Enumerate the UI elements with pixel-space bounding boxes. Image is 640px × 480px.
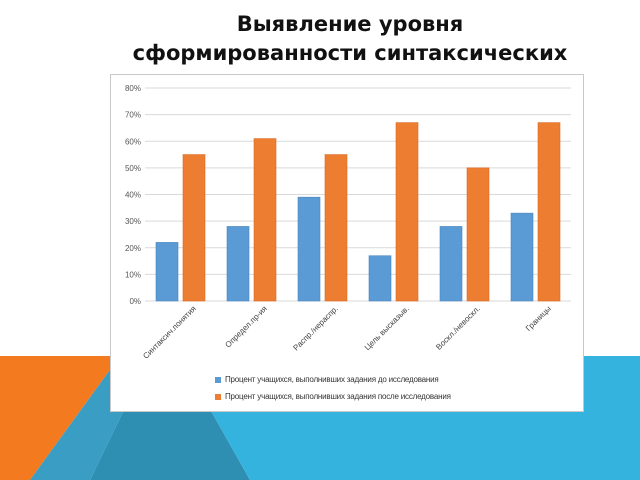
- bar-before: [297, 196, 321, 302]
- bar-after: [182, 154, 206, 302]
- legend-item-before: Процент учащихся, выполнивших задания до…: [215, 371, 451, 388]
- bar-before: [226, 226, 250, 302]
- bar-after: [466, 167, 490, 302]
- x-tick-label: Цель высказыв.: [363, 304, 411, 352]
- bar-chart: 80% 70% 60% 50% 40% 30% 20% 10% 0%Синтаксич.поня…: [125, 84, 571, 361]
- bar-after: [253, 138, 277, 302]
- x-tick-label: Воскл./невоскл.: [434, 304, 482, 352]
- slide-title: Выявление уровня сформированности синтак…: [60, 10, 640, 68]
- bar-after: [537, 122, 561, 302]
- x-tick-label: Определ.пр-ия: [223, 304, 268, 349]
- bar-after: [395, 122, 419, 302]
- y-tick-label: 30%: [125, 217, 141, 226]
- y-tick-label: 20%: [125, 244, 141, 253]
- decor-orange-shape: [0, 356, 120, 480]
- decor-teal-shape: [90, 356, 250, 480]
- y-tick-label: 60%: [125, 137, 141, 146]
- legend-swatch-before: [215, 376, 221, 383]
- x-tick-label: Границы: [524, 304, 553, 333]
- chart-legend: Процент учащихся, выполнивших задания до…: [215, 371, 451, 405]
- legend-label-after: Процент учащихся, выполнивших задания по…: [225, 392, 451, 401]
- slide-title-line1: Выявление уровня: [236, 12, 464, 36]
- chart-container: 80% 70% 60% 50% 40% 30% 20% 10% 0% Синтаксич.поня…: [110, 74, 584, 412]
- bar-before: [155, 242, 179, 302]
- y-tick-label: 70%: [125, 111, 141, 120]
- x-tick-label: Распр./нераспр.: [291, 304, 339, 352]
- bar-before: [510, 212, 534, 302]
- slide-title-line2: сформированности синтаксических: [132, 41, 568, 65]
- bar-after: [324, 154, 348, 302]
- legend-swatch-after: [215, 393, 221, 400]
- x-tick-label: Синтаксич.понятия: [141, 304, 198, 361]
- y-tick-label: 50%: [125, 164, 141, 173]
- y-tick-label: 40%: [125, 191, 141, 200]
- legend-item-after: Процент учащихся, выполнивших задания по…: [215, 388, 451, 405]
- legend-label-before: Процент учащихся, выполнивших задания до…: [225, 375, 439, 384]
- bar-before: [439, 226, 463, 302]
- y-tick-label: 0%: [129, 297, 141, 306]
- bar-before: [368, 255, 392, 302]
- y-tick-label: 10%: [125, 270, 141, 279]
- y-tick-label: 80%: [125, 84, 141, 93]
